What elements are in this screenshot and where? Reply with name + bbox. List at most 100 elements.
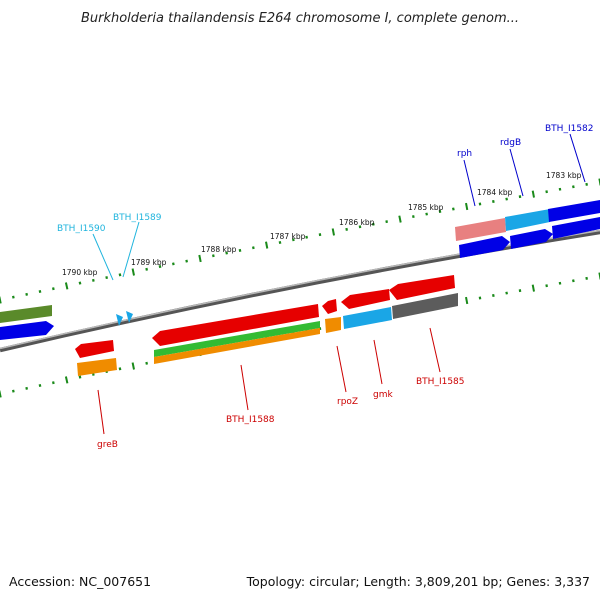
gene-label[interactable]: rdgB <box>500 138 521 148</box>
minor-tick <box>145 361 148 365</box>
gene-label[interactable]: BTH_I1585 <box>416 377 465 387</box>
minor-tick <box>505 197 508 201</box>
kbp-label: 1789 kbp <box>131 258 167 267</box>
minor-tick <box>118 273 122 277</box>
minor-tick <box>25 386 28 390</box>
minor-tick <box>172 262 175 266</box>
kbp-label: 1786 kbp <box>339 218 375 227</box>
major-tick <box>64 376 69 384</box>
minor-tick <box>118 367 122 371</box>
minor-tick <box>78 375 82 379</box>
minor-tick <box>38 289 42 294</box>
minor-tick <box>425 212 428 216</box>
minor-tick <box>545 190 548 194</box>
gene-label[interactable]: rpoZ <box>337 397 358 407</box>
gene-label[interactable]: BTH_I1588 <box>226 415 275 425</box>
gene-feature-blue[interactable] <box>0 321 54 340</box>
minor-tick <box>105 276 108 280</box>
gene-feature-blue[interactable] <box>510 229 553 249</box>
major-tick <box>0 296 2 304</box>
gene-feature-rpoZ[interactable] <box>322 299 337 314</box>
gene-feature-BTH_I1588[interactable] <box>152 304 319 346</box>
gene-labels: BTH_I1590 BTH_I1589 rph rdgB BTH_I1582 g… <box>57 124 594 450</box>
minor-tick <box>212 254 215 258</box>
gene-feature-gmk[interactable] <box>341 289 390 309</box>
gene-feature-blue[interactable] <box>459 236 510 258</box>
minor-tick <box>52 381 55 385</box>
major-tick <box>265 241 269 249</box>
gene-feature-gmk-cds[interactable] <box>343 307 392 329</box>
gene-label[interactable]: BTH_I1589 <box>113 213 162 223</box>
minor-tick <box>505 291 508 295</box>
gene-feature-BTH_I1585[interactable] <box>389 275 455 300</box>
minor-tick <box>52 287 55 291</box>
major-tick <box>64 282 69 290</box>
gene-label[interactable]: rph <box>457 149 472 159</box>
minor-tick <box>145 267 148 271</box>
minor-tick <box>12 295 15 299</box>
major-tick <box>331 228 335 236</box>
minor-tick <box>278 240 282 244</box>
minor-tick <box>185 259 188 263</box>
kbp-label: 1785 kbp <box>408 203 444 212</box>
minor-tick <box>238 248 242 252</box>
label-leaders <box>92 133 586 435</box>
minor-tick <box>12 389 15 393</box>
minor-tick <box>385 220 388 224</box>
kbp-labels: 1790 kbp 1789 kbp 1788 kbp 1787 kbp 1786… <box>62 171 582 277</box>
major-tick <box>465 202 469 211</box>
gene-feature-rdgB[interactable] <box>505 209 550 231</box>
major-tick <box>531 190 535 198</box>
minor-tick <box>92 278 95 282</box>
minor-tick <box>492 199 495 204</box>
gene-feature-BTH_I1588-green[interactable] <box>154 321 320 357</box>
major-tick <box>198 254 202 263</box>
gene-feature-BTH_I1582[interactable] <box>548 200 600 222</box>
major-tick <box>465 296 469 305</box>
gene-feature-blue[interactable] <box>552 217 600 239</box>
minor-tick <box>492 293 495 298</box>
reverse-strand-genes <box>75 275 458 376</box>
minor-tick <box>292 238 295 242</box>
minor-tick <box>158 265 162 269</box>
gene-feature-BTH_I1590[interactable] <box>116 314 123 326</box>
gene-feature-BTH_I1589[interactable] <box>126 311 133 323</box>
minor-tick <box>585 182 588 186</box>
kbp-label: 1784 kbp <box>477 188 513 197</box>
kbp-label: 1788 kbp <box>201 245 237 254</box>
minor-tick <box>452 207 455 211</box>
gene-feature-greB-cds[interactable] <box>77 358 117 376</box>
gene-feature-rph[interactable] <box>455 218 506 241</box>
topology-summary: Topology: circular; Length: 3,809,201 bp… <box>246 574 590 589</box>
minor-tick <box>572 279 575 283</box>
minor-tick <box>412 215 415 219</box>
gene-feature-BTH_I1588-orange[interactable] <box>154 328 320 364</box>
minor-tick <box>545 284 548 288</box>
minor-tick <box>305 235 308 239</box>
forward-strand-genes <box>0 200 600 340</box>
minor-tick <box>78 281 82 285</box>
minor-tick <box>572 185 575 189</box>
major-tick <box>398 215 402 223</box>
minor-tick <box>25 292 28 296</box>
minor-tick <box>585 276 588 280</box>
minor-tick <box>252 246 255 250</box>
gene-label[interactable]: BTH_I1582 <box>545 124 594 134</box>
gene-label[interactable]: BTH_I1590 <box>57 224 106 234</box>
gene-feature-greB[interactable] <box>75 340 114 358</box>
kbp-label: 1790 kbp <box>62 268 98 277</box>
minor-tick <box>38 383 42 388</box>
gene-feature-BTH_I1585-cds[interactable] <box>392 293 458 319</box>
gene-feature-rpoZ-cds[interactable] <box>325 317 341 333</box>
gene-label[interactable]: greB <box>97 440 118 450</box>
major-tick <box>0 390 2 398</box>
major-tick <box>131 362 135 370</box>
gene-feature-olive[interactable] <box>0 305 52 323</box>
map-title: Burkholderia thailandensis E264 chromoso… <box>80 11 520 26</box>
minor-tick <box>372 222 375 226</box>
cyan-markers <box>116 311 133 326</box>
major-tick <box>131 268 135 276</box>
minor-tick <box>225 251 228 255</box>
gene-label[interactable]: gmk <box>373 390 393 400</box>
